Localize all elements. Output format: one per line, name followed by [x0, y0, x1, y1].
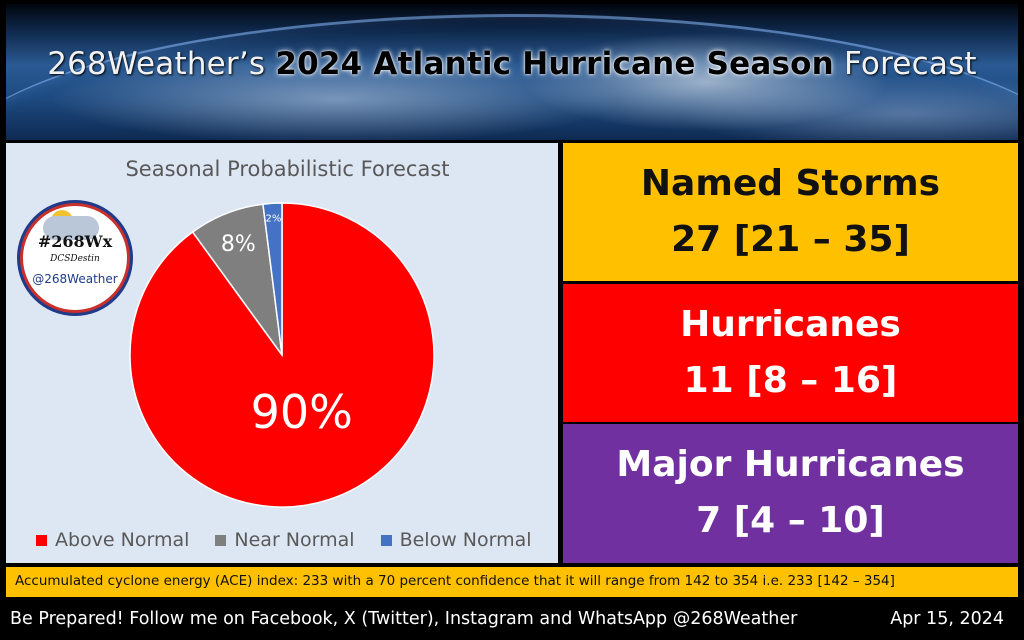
legend-label: Above Normal — [55, 529, 190, 551]
pie-label-above-normal: 90% — [251, 385, 353, 439]
hurricanes-box: Hurricanes 11 [8 – 16] — [563, 284, 1018, 422]
pie-label-near-normal: 8% — [221, 232, 256, 257]
pie-label-below-normal: 2% — [265, 213, 281, 224]
title-brand: 268Weather’s — [47, 46, 276, 82]
major-hurricanes-box: Major Hurricanes 7 [4 – 10] — [563, 424, 1018, 563]
earth-horizon — [6, 14, 1018, 140]
hurricanes-label: Hurricanes — [680, 304, 901, 345]
legend-item-below-normal: Below Normal — [380, 529, 532, 551]
brand-logo: #268Wx DCSDestin @268Weather — [20, 203, 130, 313]
legend-swatch — [380, 534, 392, 546]
chart-title: Seasonal Probabilistic Forecast — [125, 157, 450, 181]
logo-handle: @268Weather — [32, 272, 118, 286]
legend-label: Near Normal — [234, 529, 355, 551]
major-hurricanes-label: Major Hurricanes — [616, 444, 965, 485]
named-storms-value: 27 [21 – 35] — [671, 219, 910, 260]
legend-label: Below Normal — [399, 529, 532, 551]
named-storms-label: Named Storms — [640, 163, 941, 204]
pie-chart: 90% 8% 2% — [129, 202, 435, 508]
page-title: 268Weather’s 2024 Atlantic Hurricane Sea… — [6, 46, 1018, 82]
named-storms-box: Named Storms 27 [21 – 35] — [563, 143, 1018, 281]
footer-date: Apr 15, 2024 — [890, 609, 1004, 629]
footer: Be Prepared! Follow me on Facebook, X (T… — [6, 601, 1018, 637]
footer-text: Be Prepared! Follow me on Facebook, X (T… — [10, 609, 798, 629]
chart-panel: Seasonal Probabilistic Forecast #268Wx D… — [6, 143, 558, 563]
title-banner: 268Weather’s 2024 Atlantic Hurricane Sea… — [6, 4, 1018, 140]
chart-legend: Above Normal Near Normal Below Normal — [36, 529, 532, 551]
ace-text: Accumulated cyclone energy (ACE) index: … — [15, 573, 895, 589]
logo-subtitle: DCSDestin — [50, 254, 100, 264]
ace-bar: Accumulated cyclone energy (ACE) index: … — [6, 567, 1018, 597]
legend-swatch — [215, 534, 227, 546]
legend-item-above-normal: Above Normal — [36, 529, 189, 551]
title-forecast: Forecast — [833, 46, 977, 82]
major-hurricanes-value: 7 [4 – 10] — [696, 500, 885, 541]
legend-item-near-normal: Near Normal — [215, 529, 355, 551]
hurricanes-value: 11 [8 – 16] — [683, 360, 898, 401]
legend-swatch — [36, 534, 47, 546]
cloud-icon — [43, 216, 99, 240]
pie-slice-below-normal — [262, 202, 283, 356]
title-season: 2024 Atlantic Hurricane Season — [275, 46, 834, 82]
logo-hashtag: #268Wx — [37, 232, 113, 251]
